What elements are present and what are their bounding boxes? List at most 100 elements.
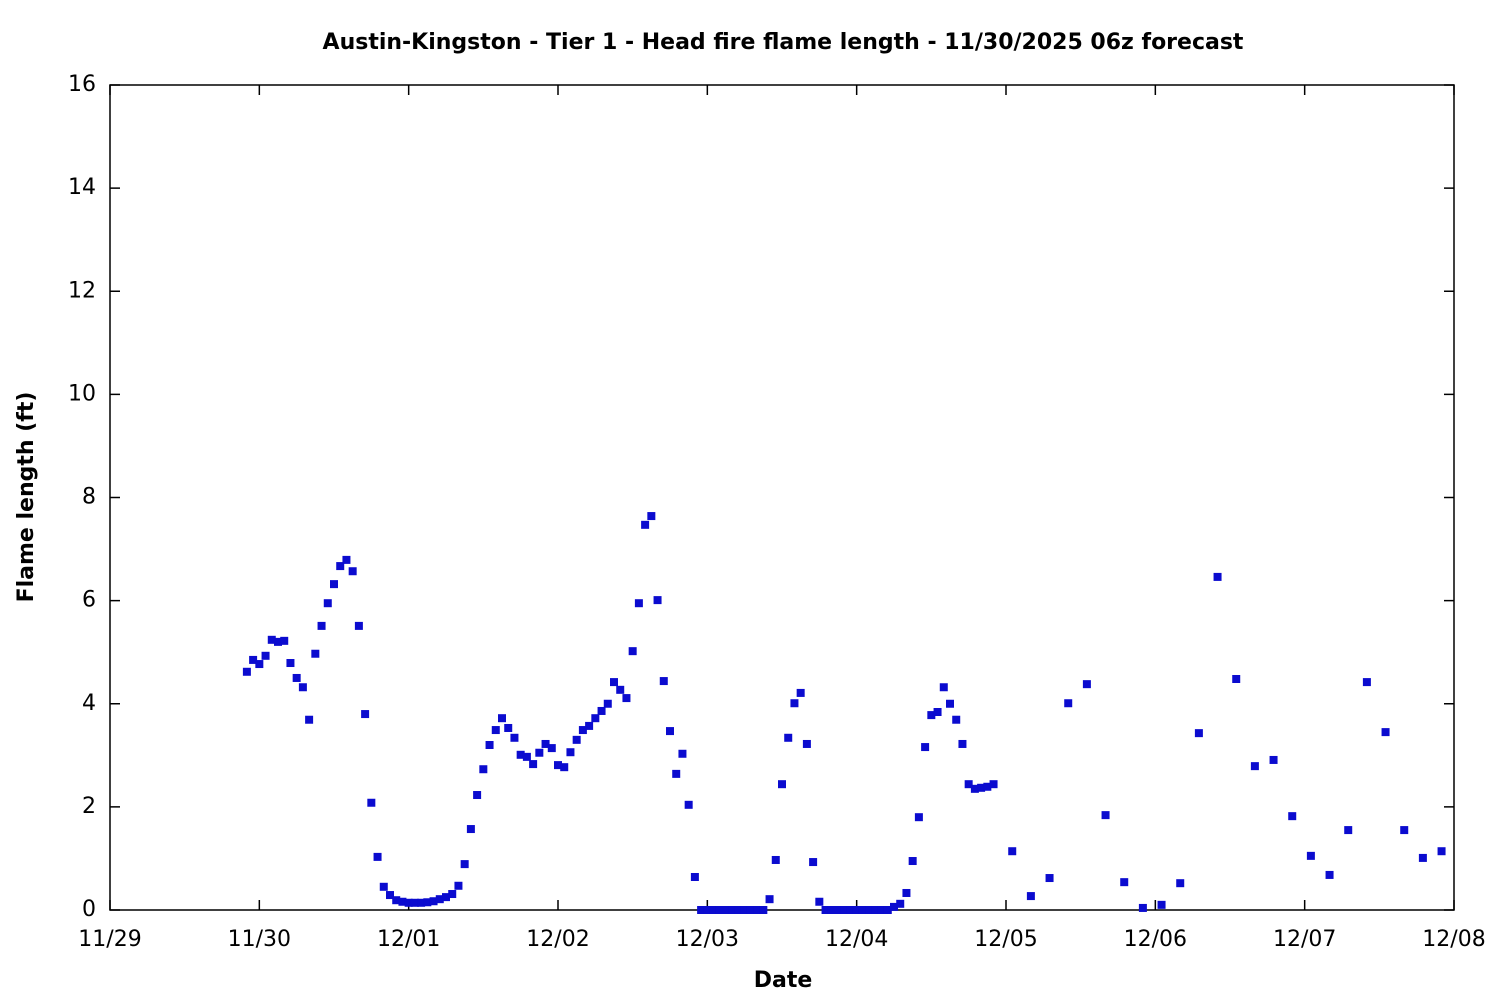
point — [1082, 680, 1091, 689]
point — [883, 906, 892, 914]
point — [323, 599, 332, 608]
point — [336, 562, 345, 571]
point — [865, 906, 874, 914]
point — [572, 735, 581, 744]
point — [908, 857, 917, 866]
point — [305, 715, 314, 724]
point — [1344, 826, 1353, 835]
y-tick-label: 2 — [82, 794, 96, 819]
y-tick-label: 0 — [82, 897, 96, 922]
point — [684, 800, 693, 809]
y-tick-label: 8 — [82, 485, 96, 510]
point — [921, 743, 930, 752]
y-tick-label: 4 — [82, 691, 96, 716]
point — [852, 906, 861, 914]
point — [392, 896, 401, 905]
point — [809, 858, 818, 867]
point — [790, 699, 799, 708]
x-tick-label: 12/04 — [825, 927, 888, 952]
point — [410, 898, 419, 907]
x-tick-label: 11/29 — [78, 927, 141, 952]
point — [933, 708, 942, 716]
point — [1325, 870, 1334, 879]
point — [977, 783, 986, 792]
point — [566, 748, 575, 757]
point — [1008, 847, 1017, 856]
x-tick-label: 12/02 — [526, 927, 589, 952]
y-axis-label: Flame length (ft) — [14, 392, 39, 603]
point — [1045, 874, 1054, 883]
point — [597, 706, 606, 715]
point — [479, 765, 488, 774]
point — [1269, 755, 1278, 764]
point — [890, 902, 898, 911]
point — [367, 798, 376, 807]
point — [473, 791, 482, 800]
point — [759, 906, 768, 914]
point — [765, 895, 774, 904]
point — [952, 715, 961, 724]
point — [771, 855, 780, 864]
point — [261, 651, 270, 660]
point — [802, 739, 811, 748]
point — [1064, 699, 1073, 708]
point — [746, 906, 755, 914]
point — [827, 906, 836, 914]
point — [678, 749, 687, 758]
point — [317, 621, 326, 630]
point — [379, 882, 388, 891]
point — [510, 733, 519, 742]
point — [491, 726, 500, 735]
point — [504, 723, 513, 732]
point — [298, 683, 307, 692]
point — [1437, 847, 1446, 856]
point — [896, 899, 905, 908]
y-tick-label: 14 — [68, 175, 96, 200]
point — [1120, 878, 1129, 887]
point — [970, 784, 979, 793]
y-tick-label: 6 — [82, 588, 96, 613]
x-axis-label: Date — [754, 968, 813, 993]
point — [516, 750, 525, 759]
point — [815, 897, 824, 906]
point — [983, 782, 992, 791]
point — [989, 780, 998, 789]
point — [902, 888, 911, 897]
point — [448, 890, 457, 899]
point — [939, 683, 948, 692]
point — [242, 667, 251, 676]
point — [834, 906, 842, 914]
x-tick-label: 12/01 — [377, 927, 440, 952]
point — [796, 688, 805, 697]
point — [958, 739, 967, 748]
point — [603, 699, 612, 708]
point — [877, 906, 886, 914]
point — [840, 906, 849, 914]
point — [311, 649, 320, 658]
point — [404, 898, 413, 907]
point — [622, 694, 631, 703]
x-tick-label: 12/07 — [1273, 927, 1336, 952]
point — [274, 637, 282, 646]
point — [429, 897, 438, 906]
point — [1288, 812, 1297, 821]
point — [964, 780, 973, 789]
point — [1026, 892, 1035, 901]
point — [547, 744, 556, 753]
point — [1362, 678, 1371, 687]
point — [255, 660, 264, 669]
point — [435, 895, 444, 904]
point — [522, 752, 531, 761]
point — [354, 621, 363, 630]
point — [1250, 762, 1259, 771]
point — [784, 733, 793, 742]
point — [554, 761, 562, 770]
point — [460, 860, 469, 869]
point — [348, 567, 357, 576]
point — [1400, 826, 1409, 835]
point — [386, 891, 394, 900]
point — [292, 673, 301, 682]
point — [498, 714, 506, 723]
point — [697, 906, 706, 914]
